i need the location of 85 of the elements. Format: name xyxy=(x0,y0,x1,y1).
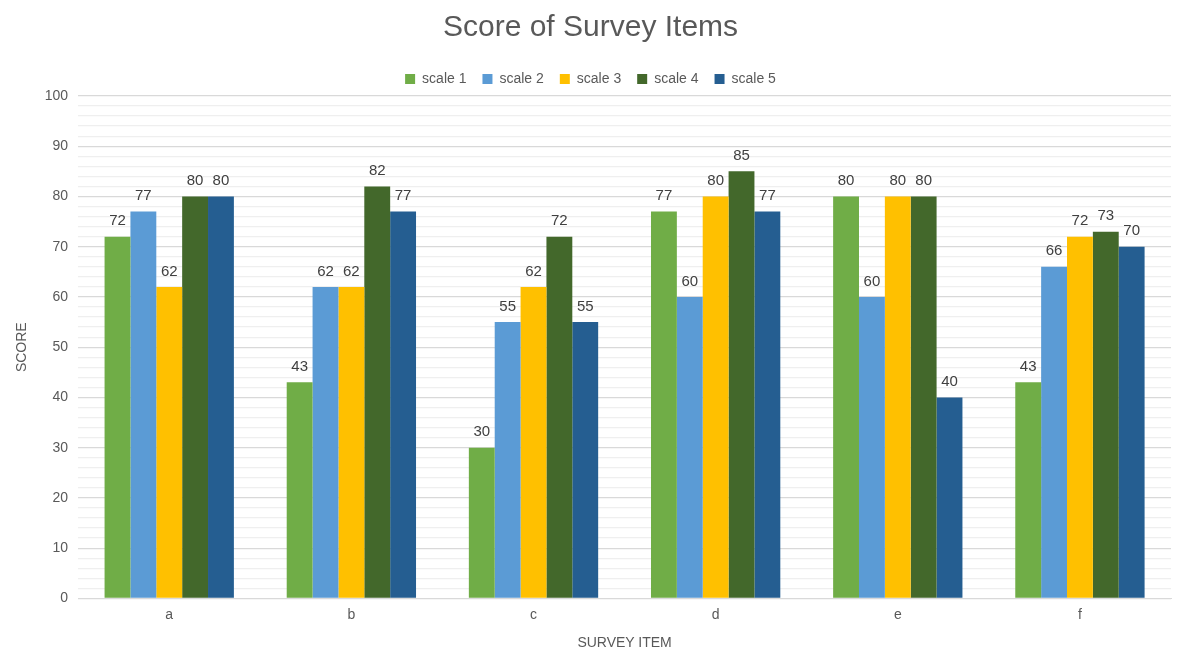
bar xyxy=(572,322,599,598)
data-label: 62 xyxy=(317,261,334,279)
legend-label: scale 3 xyxy=(576,69,622,86)
x-axis-title: SURVEY ITEM xyxy=(577,634,672,651)
data-label: 80 xyxy=(837,171,855,189)
bar xyxy=(1067,236,1093,598)
data-label: 62 xyxy=(525,261,542,279)
data-label: 80 xyxy=(915,171,932,189)
data-label: 43 xyxy=(291,357,308,375)
bar xyxy=(520,286,547,598)
bar xyxy=(156,286,183,598)
y-axis-title: SCORE xyxy=(13,322,30,373)
bar xyxy=(754,211,781,598)
data-label: 82 xyxy=(368,161,386,179)
bar xyxy=(650,211,677,598)
bar xyxy=(702,196,729,598)
bar xyxy=(910,196,937,598)
bar xyxy=(936,397,963,598)
data-label: 72 xyxy=(1071,211,1089,229)
data-label: 80 xyxy=(889,171,907,189)
bar xyxy=(468,447,495,598)
bar xyxy=(286,382,313,598)
data-label: 77 xyxy=(655,186,673,204)
bar xyxy=(1118,246,1145,598)
bar xyxy=(833,196,859,598)
y-tick-label: 80 xyxy=(52,187,69,204)
bar xyxy=(858,296,885,598)
legend-label: scale 5 xyxy=(731,69,777,86)
bar xyxy=(884,196,911,598)
bar xyxy=(546,236,573,598)
x-tick-label: f xyxy=(1077,605,1082,622)
y-tick-label: 40 xyxy=(52,388,69,405)
data-label: 55 xyxy=(576,296,594,314)
x-tick-label: b xyxy=(347,605,356,622)
y-tick-label: 0 xyxy=(60,589,69,606)
y-tick-label: 30 xyxy=(52,438,69,455)
bar xyxy=(182,196,209,598)
data-label: 72 xyxy=(109,211,126,229)
bar xyxy=(494,322,521,598)
legend-label: scale 1 xyxy=(422,69,467,86)
y-tick-label: 70 xyxy=(52,237,69,254)
chart-title: Score of Survey Items xyxy=(442,9,739,43)
bar xyxy=(312,286,339,598)
bar xyxy=(728,171,755,598)
data-label: 66 xyxy=(1045,241,1063,259)
data-label: 77 xyxy=(759,186,776,204)
bar xyxy=(1015,382,1042,598)
data-label: 85 xyxy=(733,146,750,163)
data-label: 72 xyxy=(551,211,568,229)
data-label: 60 xyxy=(681,271,699,289)
data-label: 80 xyxy=(707,171,724,189)
bar xyxy=(1041,266,1067,598)
x-tick-label: c xyxy=(530,605,538,622)
legend-label: scale 2 xyxy=(499,69,545,86)
y-tick-label: 100 xyxy=(44,86,69,103)
bar xyxy=(130,211,157,598)
y-tick-label: 60 xyxy=(52,287,69,304)
data-label: 40 xyxy=(941,372,958,390)
bar xyxy=(390,211,417,598)
data-label: 43 xyxy=(1019,357,1037,375)
data-label: 62 xyxy=(343,261,360,279)
bar xyxy=(1092,231,1119,598)
y-tick-label: 10 xyxy=(52,539,69,556)
x-tick-label: d xyxy=(711,605,720,622)
data-label: 30 xyxy=(473,422,491,440)
data-label: 77 xyxy=(394,186,412,204)
y-tick-label: 90 xyxy=(52,137,69,154)
data-label: 80 xyxy=(212,171,230,189)
bar xyxy=(676,296,703,598)
data-label: 73 xyxy=(1097,206,1115,224)
y-tick-label: 50 xyxy=(52,338,69,355)
bar xyxy=(104,236,131,598)
bar xyxy=(364,186,391,598)
data-label: 77 xyxy=(135,186,152,204)
legend-label: scale 4 xyxy=(654,69,699,86)
data-label: 55 xyxy=(499,296,516,314)
x-tick-label: e xyxy=(893,605,902,622)
data-label: 60 xyxy=(863,271,881,289)
data-label: 62 xyxy=(160,261,178,279)
y-tick-label: 20 xyxy=(52,488,69,505)
x-tick-label: a xyxy=(165,605,174,622)
bar xyxy=(208,196,234,598)
bar xyxy=(338,286,365,598)
data-label: 80 xyxy=(186,171,204,189)
data-label: 70 xyxy=(1123,221,1140,239)
